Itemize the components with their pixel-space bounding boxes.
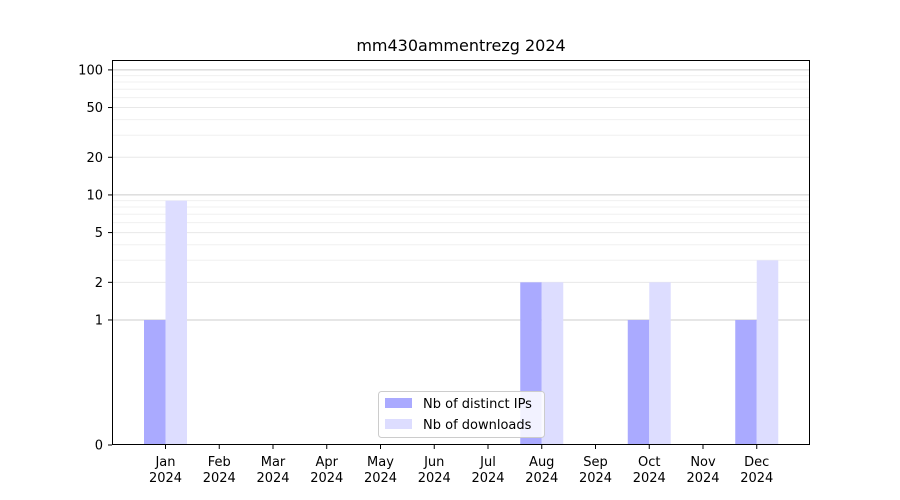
x-tick-label-year: 2024 [364,471,397,486]
x-tick-label-year: 2024 [686,471,719,486]
legend-swatch-distinct-ips [385,398,412,408]
bars [144,200,779,445]
x-tick-label-month: Dec [744,455,769,470]
x-tick-label-year: 2024 [203,471,236,486]
y-tick-label: 1 [95,313,103,328]
x-tick-label-year: 2024 [149,471,182,486]
legend-box [378,391,545,438]
bar-downloads [165,200,187,445]
y-tick-label: 0 [95,439,103,454]
x-tick-label-year: 2024 [525,471,558,486]
x-tick-label-month: Mar [261,455,286,470]
bar-downloads [649,282,671,445]
x-tick-label-year: 2024 [740,471,773,486]
x-tick-label-month: Feb [208,455,231,470]
x-tick-label-year: 2024 [633,471,666,486]
x-tick-label-year: 2024 [256,471,289,486]
y-tick-label: 10 [86,188,103,203]
legend-label-distinct-ips: Nb of distinct IPs [423,397,532,412]
x-axis: Jan2024Feb2024Mar2024Apr2024May2024Jun20… [149,445,773,486]
plot-frame [112,60,810,445]
y-tick-label: 20 [86,151,103,166]
x-tick-label-month: Nov [690,455,716,470]
x-tick-label-month: Jun [423,455,444,470]
y-tick-label: 50 [86,101,103,116]
x-tick-label-month: Jan [154,455,175,470]
x-tick-label-month: Aug [529,455,554,470]
grid [112,69,809,321]
bar-downloads [756,260,779,445]
bar-distinct-ips [735,319,757,445]
legend-label-downloads: Nb of downloads [423,418,532,433]
y-axis: 0 1 2 5 10 20 50 100 [78,63,112,454]
x-tick-label-year: 2024 [471,471,504,486]
x-tick-label-month: Sep [583,455,608,470]
chart-title: mm430ammentrezg 2024 [356,36,565,55]
bar-distinct-ips [627,319,650,445]
legend-swatch-downloads [385,419,412,429]
bar-downloads [541,282,564,445]
y-tick-label: 100 [78,63,103,78]
x-tick-label-year: 2024 [310,471,343,486]
legend: Nb of distinct IPs Nb of downloads [378,391,545,438]
x-tick-label-month: Oct [638,455,660,470]
x-tick-label-month: Jul [479,455,496,470]
x-tick-label-year: 2024 [579,471,612,486]
bar-distinct-ips [144,319,166,445]
y-tick-label: 5 [95,226,103,241]
x-tick-label-month: Apr [316,455,339,470]
x-tick-label-year: 2024 [418,471,451,486]
y-tick-label: 2 [95,276,103,291]
x-tick-label-month: May [367,455,394,470]
